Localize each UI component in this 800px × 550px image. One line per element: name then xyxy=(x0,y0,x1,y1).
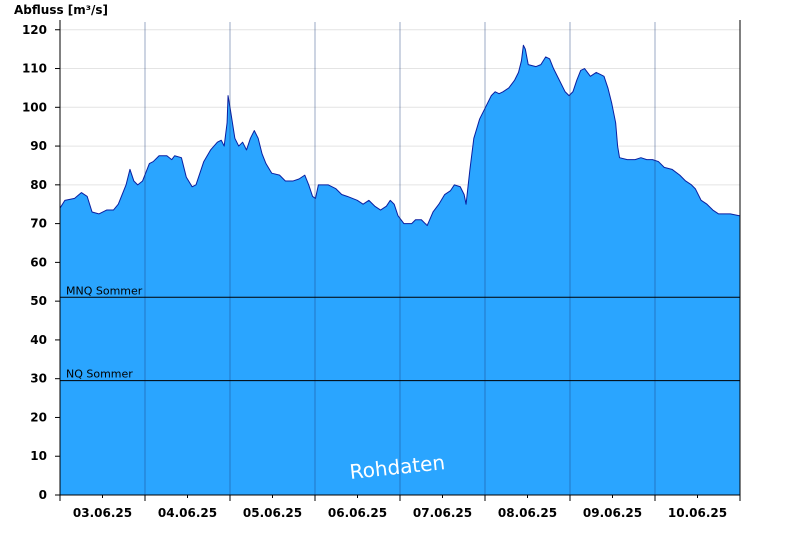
y-tick-label: 70 xyxy=(30,217,47,231)
day-separators xyxy=(144,22,656,495)
x-tick-label: 05.06.25 xyxy=(243,506,302,520)
x-tick-label: 09.06.25 xyxy=(583,506,642,520)
y-tick-label: 50 xyxy=(30,294,47,308)
x-tick-label: 10.06.25 xyxy=(668,506,727,520)
y-tick-label: 60 xyxy=(30,255,47,269)
x-tick-label: 08.06.25 xyxy=(498,506,557,520)
y-tick-label: 10 xyxy=(30,449,47,463)
y-tick-label: 110 xyxy=(22,62,47,76)
y-tick-label: 40 xyxy=(30,333,47,347)
y-tick-label: 30 xyxy=(30,372,47,386)
y-axis-title: Abfluss [m³/s] xyxy=(14,3,108,17)
reference-line-label: MNQ Sommer xyxy=(66,284,143,297)
y-tick-label: 20 xyxy=(30,410,47,424)
axes: 0 10 20 30 40 50 60 70 80 90 100 110 120 03.06.25 04.0… xyxy=(22,20,741,520)
y-tick-label: 90 xyxy=(30,139,47,153)
reference-line-label: NQ Sommer xyxy=(66,368,133,381)
x-tick-label: 06.06.25 xyxy=(328,506,387,520)
x-tick-label: 04.06.25 xyxy=(158,506,217,520)
x-tick-label: 07.06.25 xyxy=(413,506,472,520)
y-tick-label: 80 xyxy=(30,178,47,192)
x-tick-label: 03.06.25 xyxy=(73,506,132,520)
y-tick-label: 120 xyxy=(22,23,47,37)
reference-lines: MNQ Sommer NQ Sommer xyxy=(60,284,740,382)
y-tick-label: 100 xyxy=(22,100,47,114)
y-tick-label: 0 xyxy=(39,488,47,502)
